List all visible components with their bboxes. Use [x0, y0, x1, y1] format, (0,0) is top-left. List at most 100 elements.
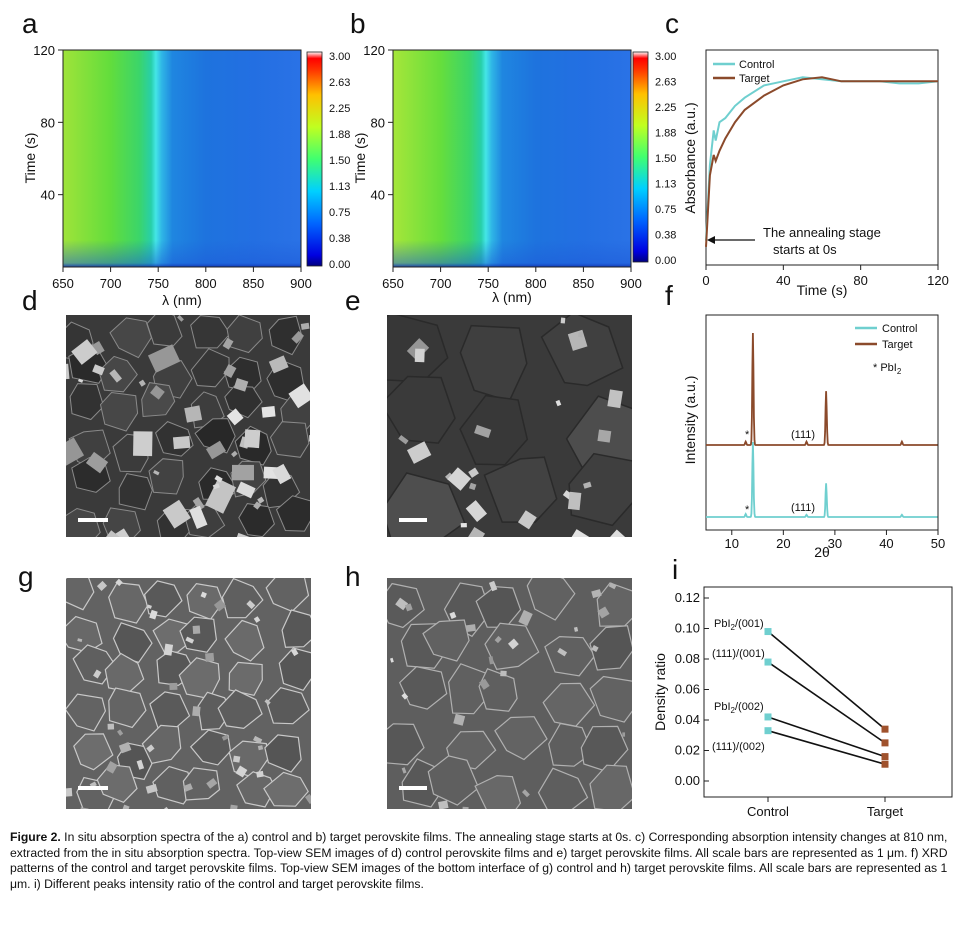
panel-label-g: g	[18, 561, 34, 592]
sem-bright-particle	[189, 505, 208, 529]
panel-label-f: f	[665, 280, 673, 311]
sem-bright-particle	[390, 657, 394, 663]
b-colorbar-tick-label: 0.38	[655, 230, 676, 242]
b-y-tick-label: 120	[363, 43, 385, 58]
sem-grain	[236, 771, 277, 808]
b-x-tick-label: 850	[573, 276, 595, 291]
sem-bright-particle	[253, 501, 262, 510]
sem-grain	[148, 458, 184, 495]
sem-bright-particle	[414, 348, 425, 363]
sem-image-e	[387, 315, 632, 537]
sem-grain	[474, 774, 522, 809]
sem-bright-particle	[479, 678, 490, 690]
sem-grain	[99, 391, 139, 432]
sem-grain	[182, 767, 221, 801]
sem-grain	[186, 582, 224, 621]
sem-bright-particle	[437, 800, 449, 809]
i-x-category-label: Target	[867, 804, 904, 819]
chart-f: 10 20 30 40 50 Control Target * PbI2 (111) (…	[682, 314, 945, 560]
sem-image-d	[66, 315, 310, 537]
panel-label-c: c	[665, 8, 679, 39]
sem-bright-particle	[223, 363, 237, 379]
sem-bright-particle	[449, 611, 457, 619]
b-x-tick-label: 700	[430, 276, 452, 291]
sem-bright-particle	[567, 491, 582, 511]
sem-grain	[190, 315, 231, 349]
sem-bright-particle	[622, 732, 626, 737]
sem-bright-particle	[566, 529, 591, 537]
figure-label: Figure 2.	[10, 830, 61, 844]
sem-grain	[190, 348, 230, 388]
a-x-tick-label: 900	[290, 276, 312, 291]
sem-bright-particle	[462, 806, 469, 809]
sem-bright-particle	[246, 600, 256, 610]
sem-bright-particle	[244, 429, 261, 449]
sem-bright-particle	[192, 497, 205, 511]
c-legend-control: Control	[739, 59, 774, 71]
sem-bright-particle	[221, 734, 229, 741]
f-peak-label-bottom: (111)	[791, 502, 815, 514]
f-pbi2-note: * PbI2	[873, 362, 902, 376]
sem-bright-particle	[257, 745, 264, 751]
panel-label-b: b	[350, 8, 366, 39]
sem-bright-particle	[488, 656, 494, 665]
sem-bright-particle	[465, 624, 476, 633]
sem-bright-particle	[253, 735, 263, 744]
sem-bright-particle	[115, 578, 123, 587]
sem-bright-particle	[91, 341, 105, 356]
sem-bright-particle	[93, 669, 102, 679]
b-y-tick-label: 40	[371, 188, 385, 203]
sem-image-h	[387, 578, 632, 809]
sem-bright-particle	[177, 315, 184, 322]
c-xlabel: Time (s)	[797, 282, 848, 298]
i-y-tick-label: 0.00	[675, 773, 700, 788]
panel-label-i: i	[672, 554, 679, 585]
sem-bright-particle	[401, 767, 407, 774]
sem-bright-particle	[460, 522, 467, 528]
sem-bright-particle	[206, 778, 218, 789]
c-ylabel: Absorbance (a.u.)	[682, 102, 698, 213]
i-series-line	[767, 729, 886, 765]
i-marker-control	[764, 628, 772, 636]
sem-bright-particle	[517, 510, 537, 530]
b-colorbar-tick-label: 0.75	[655, 204, 676, 216]
sem-grain	[146, 315, 183, 347]
sem-bright-particle	[291, 330, 305, 344]
sem-bright-particle	[474, 424, 492, 438]
i-series-line	[767, 630, 886, 730]
sem-bright-particle	[600, 529, 630, 537]
sem-bright-particle	[162, 499, 191, 529]
sem-bright-particle	[395, 597, 409, 611]
c-x-tick-label: 120	[927, 273, 949, 288]
a-y-tick-label: 80	[41, 115, 55, 130]
sem-bright-particle	[169, 682, 178, 690]
sem-grain	[69, 383, 105, 421]
sem-bright-particle	[122, 804, 130, 809]
f-x-tick-label: 30	[828, 536, 842, 551]
i-label-pbi2-001: PbI2/(001)	[714, 618, 764, 632]
sem-grain	[596, 582, 632, 627]
sem-bright-particle	[232, 464, 254, 481]
sem-bright-particle	[183, 783, 193, 792]
i-label-111-002: (111)/(002)	[712, 741, 765, 753]
sem-bright-particle	[117, 729, 124, 736]
sem-bright-particle	[404, 603, 413, 612]
sem-grain	[580, 725, 629, 773]
sem-bright-particle	[557, 647, 568, 657]
a-colorbar-tick-label: 2.25	[329, 103, 350, 115]
sem-bright-particle	[468, 482, 477, 491]
c-arrow-head	[707, 236, 715, 244]
sem-bright-particle	[192, 706, 201, 717]
sem-bright-particle	[163, 806, 170, 809]
sem-bright-particle	[288, 383, 310, 409]
a-y-tick-label: 120	[33, 43, 55, 58]
sem-bright-particle	[256, 770, 264, 778]
sem-grain	[268, 315, 303, 356]
sem-grain	[108, 582, 149, 624]
sem-bright-particle	[465, 500, 488, 522]
a-colorbar-tick-label: 2.63	[329, 77, 350, 89]
sem-grain	[194, 418, 236, 454]
sem-bright-particle	[192, 625, 201, 634]
b-x-tick-label: 750	[477, 276, 499, 291]
sem-bright-particle	[172, 435, 191, 450]
